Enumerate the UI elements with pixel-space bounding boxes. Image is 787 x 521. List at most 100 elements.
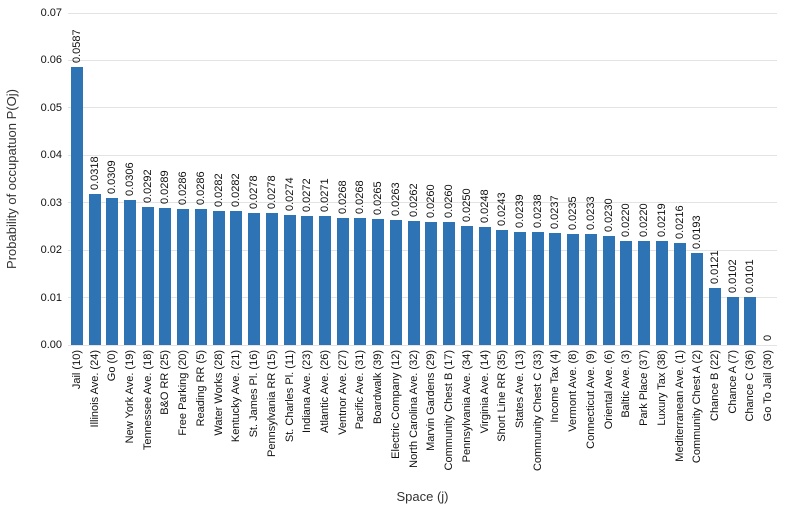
bar — [726, 296, 739, 345]
x-tick-label: Park Place (37) — [638, 350, 651, 426]
bar-value-label: 0.0250 — [460, 188, 473, 223]
x-tick-label: St. James Pl. (16) — [248, 350, 261, 438]
x-tick-label: States Ave. (13) — [513, 350, 526, 429]
bar-value-label: 0.0286 — [194, 171, 207, 206]
gridline — [68, 202, 777, 204]
bar-value-label: 0.0268 — [354, 180, 367, 214]
bar — [478, 227, 491, 345]
bar-value-label: 0.0237 — [549, 194, 562, 229]
x-tick-label: Water Works (28) — [212, 350, 225, 436]
x-tick-label: St. Charles Pl. (11) — [283, 350, 296, 443]
x-tick-label: Oriental Ave. (6) — [602, 350, 615, 430]
bar-value-label: 0.0282 — [230, 173, 243, 208]
x-tick-label: Electric Company (12) — [389, 350, 402, 459]
bar-value-label: 0.0216 — [673, 204, 686, 239]
bar-value-label: 0.0309 — [106, 160, 119, 195]
x-tick-label: Short Line RR (35) — [496, 350, 509, 442]
bar — [248, 213, 261, 345]
gridline — [68, 297, 777, 299]
bar-value-label: 0.0268 — [336, 180, 349, 214]
bar — [443, 221, 456, 345]
x-tick-label: Chance B (22) — [708, 350, 721, 421]
gridline — [68, 59, 777, 61]
bar-value-label: 0.0286 — [177, 171, 190, 206]
x-tick-label: Mediterranean Ave. (1) — [673, 350, 686, 462]
bar — [141, 206, 154, 345]
bar-value-label: 0.0289 — [159, 170, 172, 204]
bar — [301, 215, 314, 345]
bar — [673, 242, 686, 345]
bar — [354, 217, 367, 345]
x-tick-label: Ventnor Ave. (27) — [336, 350, 349, 435]
bar — [283, 215, 296, 345]
bar — [708, 287, 721, 345]
bar-value-label: 0.0101 — [744, 259, 757, 294]
bar — [620, 240, 633, 345]
bar — [513, 231, 526, 345]
bar-value-label: 0.0318 — [88, 156, 101, 191]
x-tick-label: Indiana Ave. (23) — [301, 350, 314, 433]
bar-value-label: 0.0272 — [301, 178, 314, 212]
bar-value-label: 0.0121 — [708, 249, 721, 284]
bar-value-label: 0.0260 — [425, 184, 438, 218]
y-tick-label: 0.05 — [40, 101, 62, 114]
bar — [549, 232, 562, 345]
x-tick-label: Atlantic Ave. (26) — [319, 350, 331, 433]
bar-value-label: 0.0239 — [513, 193, 526, 228]
bar — [177, 209, 190, 345]
x-tick-label: Connecticut Ave. (9) — [584, 350, 597, 449]
x-tick-label: Kentucky Ave. (21) — [230, 350, 243, 443]
y-tick-label: 0.07 — [40, 7, 62, 19]
bar-value-label: 0.0262 — [407, 183, 420, 217]
bar-value-label: 0.0292 — [141, 168, 154, 203]
bar — [744, 297, 757, 345]
bar — [691, 253, 704, 345]
y-tick-label: 0.02 — [40, 244, 62, 257]
bar — [70, 66, 83, 345]
x-tick-label: Community Chest B (17) — [443, 350, 456, 471]
bar — [372, 219, 385, 345]
x-tick-label: New York Ave. (19) — [124, 350, 137, 444]
bar — [212, 211, 225, 345]
bar-value-label: 0.0263 — [389, 182, 402, 217]
x-tick-label: Reading RR (5) — [194, 350, 207, 427]
bar — [194, 209, 207, 345]
bar-value-label: 0.0248 — [478, 189, 491, 224]
bar — [159, 207, 172, 345]
bar — [230, 211, 243, 345]
y-tick-label: 0.06 — [40, 54, 62, 67]
bar-value-label: 0.0282 — [212, 173, 225, 208]
gridline — [68, 344, 777, 346]
bar — [88, 194, 101, 345]
x-tick-label: B&O RR (25) — [159, 350, 172, 415]
x-tick-label: Pacific Ave. (31) — [354, 350, 367, 430]
x-axis-title: Space (j) — [396, 489, 449, 504]
y-tick-label: 0.00 — [40, 339, 62, 351]
x-tick-label: Pennsylvania RR (15) — [265, 350, 278, 457]
bar — [124, 199, 137, 345]
bar-value-label: 0.0265 — [372, 181, 385, 216]
bar — [638, 240, 651, 345]
gridline — [68, 12, 777, 14]
bar — [265, 213, 278, 345]
bar-value-label: 0.0238 — [531, 194, 544, 229]
bar — [567, 233, 580, 345]
gridline — [68, 107, 777, 109]
bar-value-label: 0 — [762, 334, 775, 341]
bar-value-label: 0.0235 — [567, 195, 580, 230]
bar — [407, 220, 420, 345]
bar — [496, 229, 509, 345]
x-tick-label: Income Tax (4) — [549, 350, 562, 423]
bar — [531, 232, 544, 345]
bar-value-label: 0.0243 — [496, 192, 509, 226]
bar-value-label: 0.0278 — [248, 175, 261, 210]
y-tick-label: 0.03 — [40, 196, 62, 209]
x-tick-label: Go To Jail (30) — [762, 350, 775, 422]
x-tick-label: Go (0) — [106, 350, 119, 382]
bar-value-label: 0.0306 — [124, 162, 137, 196]
bar — [336, 217, 349, 345]
bar-value-label: 0.0102 — [726, 258, 739, 293]
x-tick-label: Free Parking (20) — [177, 350, 190, 436]
x-tick-label: Marvin Gardens (29) — [425, 350, 438, 451]
